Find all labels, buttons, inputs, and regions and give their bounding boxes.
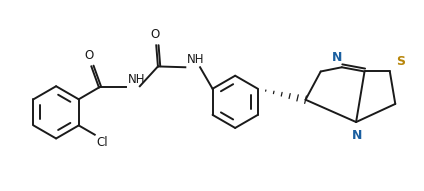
- Text: S: S: [396, 55, 405, 68]
- Text: N: N: [332, 51, 342, 64]
- Text: N: N: [352, 129, 362, 142]
- Text: NH: NH: [128, 73, 145, 86]
- Text: NH: NH: [187, 53, 204, 66]
- Text: O: O: [85, 49, 94, 62]
- Text: O: O: [151, 28, 160, 41]
- Text: Cl: Cl: [97, 136, 109, 149]
